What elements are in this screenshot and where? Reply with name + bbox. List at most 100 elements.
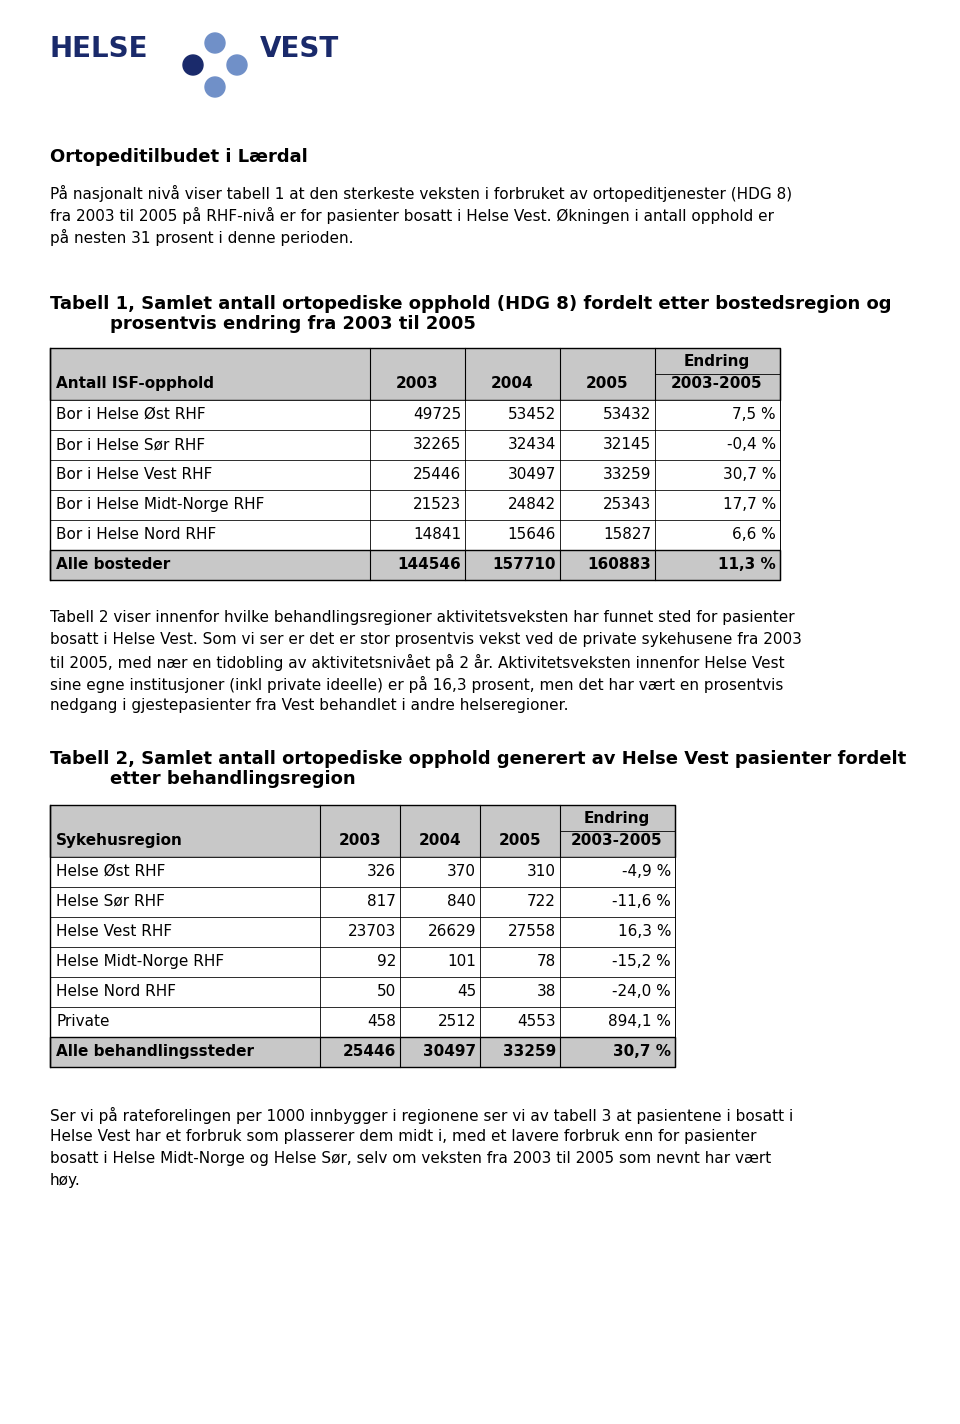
Text: På nasjonalt nivå viser tabell 1 at den sterkeste veksten i forbruket av ortoped: På nasjonalt nivå viser tabell 1 at den … <box>50 185 792 202</box>
Text: Tabell 2 viser innenfor hvilke behandlingsregioner aktivitetsveksten har funnet : Tabell 2 viser innenfor hvilke behandlin… <box>50 609 795 625</box>
Text: 2004: 2004 <box>419 833 462 849</box>
Text: nedgang i gjestepasienter fra Vest behandlet i andre helseregioner.: nedgang i gjestepasienter fra Vest behan… <box>50 698 568 713</box>
Text: 722: 722 <box>527 894 556 909</box>
Text: 144546: 144546 <box>397 557 461 572</box>
Text: 11,3 %: 11,3 % <box>718 557 776 572</box>
Text: 25343: 25343 <box>603 497 651 513</box>
Text: bosatt i Helse Vest. Som vi ser er det er stor prosentvis vekst ved de private s: bosatt i Helse Vest. Som vi ser er det e… <box>50 632 802 646</box>
Text: 326: 326 <box>367 864 396 879</box>
Bar <box>50 430 780 460</box>
Text: -24,0 %: -24,0 % <box>612 984 671 1000</box>
Bar <box>50 917 675 947</box>
Text: Bor i Helse Øst RHF: Bor i Helse Øst RHF <box>56 407 205 422</box>
Text: 49725: 49725 <box>413 407 461 422</box>
Text: 2512: 2512 <box>438 1014 476 1030</box>
Bar <box>50 550 780 580</box>
Text: 32265: 32265 <box>413 437 461 451</box>
Text: 7,5 %: 7,5 % <box>732 407 776 422</box>
Text: Bor i Helse Midt-Norge RHF: Bor i Helse Midt-Norge RHF <box>56 497 264 513</box>
Text: 894,1 %: 894,1 % <box>608 1014 671 1030</box>
Text: 458: 458 <box>367 1014 396 1030</box>
Text: 53432: 53432 <box>603 407 651 422</box>
Text: sine egne institusjoner (inkl private ideelle) er på 16,3 prosent, men det har v: sine egne institusjoner (inkl private id… <box>50 676 783 693</box>
Bar <box>50 490 780 520</box>
Text: VEST: VEST <box>260 36 339 63</box>
Circle shape <box>227 56 247 75</box>
Text: Alle behandlingssteder: Alle behandlingssteder <box>56 1044 254 1059</box>
Text: 101: 101 <box>447 954 476 968</box>
Text: 23703: 23703 <box>348 924 396 938</box>
Text: 2003-2005: 2003-2005 <box>671 376 763 392</box>
Bar <box>50 1007 675 1037</box>
Text: 30497: 30497 <box>422 1044 476 1059</box>
Text: Tabell 2, Samlet antall ortopediske opphold generert av Helse Vest pasienter for: Tabell 2, Samlet antall ortopediske opph… <box>50 750 906 768</box>
Bar <box>50 887 675 917</box>
Text: 30,7 %: 30,7 % <box>723 467 776 481</box>
Text: 840: 840 <box>447 894 476 909</box>
Text: HELSE: HELSE <box>50 36 149 63</box>
Bar <box>50 857 675 887</box>
Text: etter behandlingsregion: etter behandlingsregion <box>110 770 355 787</box>
Text: Bor i Helse Vest RHF: Bor i Helse Vest RHF <box>56 467 212 481</box>
Text: Helse Sør RHF: Helse Sør RHF <box>56 894 165 909</box>
Text: 32434: 32434 <box>508 437 556 451</box>
Text: 32145: 32145 <box>603 437 651 451</box>
Bar <box>50 400 780 430</box>
Text: 25446: 25446 <box>343 1044 396 1059</box>
Text: 92: 92 <box>376 954 396 968</box>
Text: 16,3 %: 16,3 % <box>617 924 671 938</box>
Text: på nesten 31 prosent i denne perioden.: på nesten 31 prosent i denne perioden. <box>50 229 353 246</box>
Text: -4,9 %: -4,9 % <box>622 864 671 879</box>
Circle shape <box>205 77 225 97</box>
Text: -0,4 %: -0,4 % <box>727 437 776 451</box>
Text: 38: 38 <box>537 984 556 1000</box>
Text: Helse Nord RHF: Helse Nord RHF <box>56 984 176 1000</box>
Text: 45: 45 <box>457 984 476 1000</box>
Text: 15827: 15827 <box>603 527 651 543</box>
Text: 17,7 %: 17,7 % <box>723 497 776 513</box>
Text: Endring: Endring <box>584 812 650 826</box>
Text: 26629: 26629 <box>427 924 476 938</box>
Text: 817: 817 <box>367 894 396 909</box>
Bar <box>50 977 675 1007</box>
Bar <box>50 947 675 977</box>
Text: -11,6 %: -11,6 % <box>612 894 671 909</box>
Text: 30497: 30497 <box>508 467 556 481</box>
Text: Bor i Helse Sør RHF: Bor i Helse Sør RHF <box>56 437 205 451</box>
Text: 50: 50 <box>376 984 396 1000</box>
Text: Endring: Endring <box>684 355 750 369</box>
Text: 53452: 53452 <box>508 407 556 422</box>
Text: 78: 78 <box>537 954 556 968</box>
Text: 4553: 4553 <box>517 1014 556 1030</box>
Text: bosatt i Helse Midt-Norge og Helse Sør, selv om veksten fra 2003 til 2005 som ne: bosatt i Helse Midt-Norge og Helse Sør, … <box>50 1151 771 1166</box>
Text: Helse Øst RHF: Helse Øst RHF <box>56 864 165 879</box>
Text: 33259: 33259 <box>603 467 651 481</box>
Circle shape <box>183 56 203 75</box>
Text: 27558: 27558 <box>508 924 556 938</box>
Text: 14841: 14841 <box>413 527 461 543</box>
Text: fra 2003 til 2005 på RHF-nivå er for pasienter bosatt i Helse Vest. Økningen i a: fra 2003 til 2005 på RHF-nivå er for pas… <box>50 206 774 224</box>
Text: Helse Vest har et forbruk som plasserer dem midt i, med et lavere forbruk enn fo: Helse Vest har et forbruk som plasserer … <box>50 1129 756 1143</box>
Text: 2003-2005: 2003-2005 <box>571 833 662 849</box>
Text: Sykehusregion: Sykehusregion <box>56 833 182 849</box>
Text: Tabell 1, Samlet antall ortopediske opphold (HDG 8) fordelt etter bostedsregion : Tabell 1, Samlet antall ortopediske opph… <box>50 295 892 313</box>
Text: 370: 370 <box>447 864 476 879</box>
Text: Bor i Helse Nord RHF: Bor i Helse Nord RHF <box>56 527 216 543</box>
Text: Ortopeditilbudet i Lærdal: Ortopeditilbudet i Lærdal <box>50 148 308 167</box>
Text: 24842: 24842 <box>508 497 556 513</box>
Text: -15,2 %: -15,2 % <box>612 954 671 968</box>
Bar <box>50 805 675 857</box>
Text: prosentvis endring fra 2003 til 2005: prosentvis endring fra 2003 til 2005 <box>110 315 476 333</box>
Text: Ser vi på rateforelingen per 1000 innbygger i regionene ser vi av tabell 3 at pa: Ser vi på rateforelingen per 1000 innbyg… <box>50 1106 793 1124</box>
Circle shape <box>205 33 225 53</box>
Text: 6,6 %: 6,6 % <box>732 527 776 543</box>
Bar <box>50 347 780 400</box>
Text: Helse Vest RHF: Helse Vest RHF <box>56 924 172 938</box>
Text: 15646: 15646 <box>508 527 556 543</box>
Bar <box>50 520 780 550</box>
Text: Alle bosteder: Alle bosteder <box>56 557 170 572</box>
Bar <box>50 1037 675 1067</box>
Text: 30,7 %: 30,7 % <box>613 1044 671 1059</box>
Text: 2003: 2003 <box>396 376 439 392</box>
Text: 2003: 2003 <box>339 833 381 849</box>
